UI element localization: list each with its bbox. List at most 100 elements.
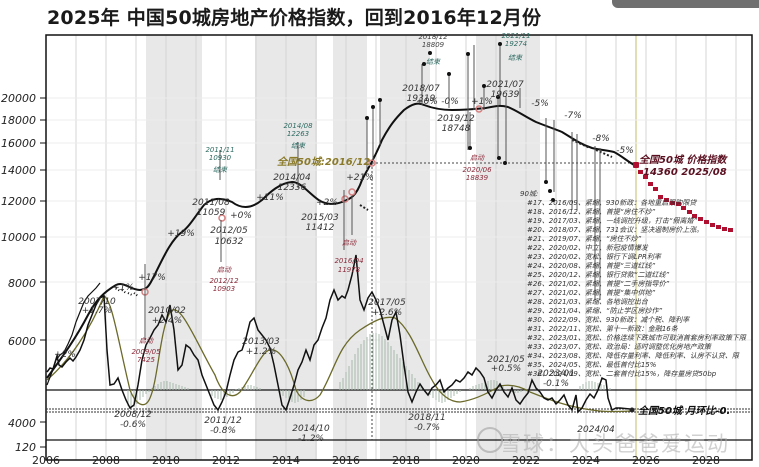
y-tick: 120 — [15, 441, 36, 454]
y-tick: 4000 — [8, 417, 36, 430]
y-tick: 16000 — [1, 137, 36, 150]
svg-text:18839: 18839 — [466, 174, 489, 182]
svg-text:2012/05: 2012/05 — [210, 226, 248, 236]
svg-text:19319: 19319 — [407, 94, 436, 104]
svg-text:+21%: +21% — [346, 173, 374, 183]
svg-text:+2.6%: +2.6% — [372, 308, 402, 318]
svg-text:-0.8%: -0.8% — [210, 426, 236, 436]
svg-text:#18、2016/12、紧缩、首提“房住不炒”: #18、2016/12、紧缩、首提“房住不炒” — [527, 208, 655, 216]
svg-text:#21、2019/07、紧缩、“房住不炒”: #21、2019/07、紧缩、“房住不炒” — [527, 235, 641, 243]
svg-text:-0%: -0% — [441, 97, 459, 107]
svg-text:2011/08: 2011/08 — [192, 198, 230, 208]
svg-text:+1.2%: +1.2% — [246, 347, 276, 357]
svg-text:2010: 2010 — [152, 454, 180, 467]
svg-text:2023/01: 2023/01 — [537, 369, 574, 379]
y-tick: 20000 — [1, 92, 36, 105]
svg-text:2018/07: 2018/07 — [402, 84, 440, 94]
svg-text:2020: 2020 — [452, 454, 480, 467]
svg-text:结束: 结束 — [426, 58, 441, 66]
y-tick: 8000 — [8, 277, 36, 290]
svg-text:2014: 2014 — [272, 454, 300, 467]
svg-text:2014/10: 2014/10 — [292, 424, 330, 434]
svg-text:结束: 结束 — [291, 142, 306, 150]
y-axis: 20000 18000 16000 14000 12000 10000 8000… — [1, 92, 36, 454]
mom-line — [46, 254, 631, 414]
svg-text:2018/12: 2018/12 — [418, 33, 448, 41]
svg-text:#20、2018/07、紧缩、731会议：坚决遏制房价上涨。: #20、2018/07、紧缩、731会议：坚决遏制房价上涨。 — [527, 226, 703, 234]
svg-text:2024/04: 2024/04 — [577, 425, 615, 435]
svg-text:启动: 启动 — [470, 154, 485, 162]
svg-text:#34、2023/08、宽松、降低存量利率、降低利率、认房不: #34、2023/08、宽松、降低存量利率、降低利率、认房不认贷、限 — [527, 352, 740, 360]
reference-label: 全国50城:2016/12 — [277, 156, 370, 168]
svg-text:+2%: +2% — [316, 198, 338, 208]
svg-text:18748: 18748 — [442, 124, 471, 134]
svg-text:2011/12: 2011/12 — [204, 416, 242, 426]
svg-text:#35、2024/05、宽松、最低首付比15%: #35、2024/05、宽松、最低首付比15% — [527, 361, 657, 369]
svg-text:10632: 10632 — [215, 237, 244, 247]
svg-text:2014/04: 2014/04 — [273, 173, 311, 183]
svg-text:+1%: +1% — [471, 97, 493, 107]
svg-text:#19、2017/03、紧缩、一线调控升级，打击“假离婚”: #19、2017/03、紧缩、一线调控升级，打击“假离婚” — [527, 217, 697, 225]
svg-text:2013/03: 2013/03 — [242, 337, 280, 347]
svg-text:2020/06: 2020/06 — [462, 166, 492, 174]
svg-text:+2.4%: +2.4% — [152, 316, 182, 326]
svg-text:2011/11: 2011/11 — [205, 146, 234, 154]
svg-text:19639: 19639 — [491, 90, 520, 100]
y-tick: 10000 — [1, 231, 36, 244]
y-tick: 14000 — [1, 164, 36, 177]
svg-text:18809: 18809 — [422, 41, 445, 49]
svg-text:#25、2020/12、紧缩、银行贷款“二道红线”: #25、2020/12、紧缩、银行贷款“二道红线” — [527, 271, 669, 279]
index-annotations: 2011/08 11059 2011/11 10930 结束 2012/05 1… — [131, 32, 530, 364]
svg-text:启动: 启动 — [342, 239, 357, 247]
svg-text:启动: 启动 — [139, 337, 154, 345]
svg-text:#36、2024/09、宽松、二套首付比15%，降存量房贷5: #36、2024/09、宽松、二套首付比15%，降存量房贷50bp — [527, 370, 717, 378]
svg-text:2008/12: 2008/12 — [114, 410, 152, 420]
svg-text:2021/07: 2021/07 — [486, 80, 524, 90]
svg-text:#22、2020/02、中立、新冠疫情爆发: #22、2020/02、中立、新冠疫情爆发 — [527, 244, 649, 252]
svg-text:2014/08: 2014/08 — [283, 122, 313, 130]
svg-text:2016: 2016 — [332, 454, 360, 467]
svg-text:2021/05: 2021/05 — [487, 355, 525, 365]
svg-text:2007/10: 2007/10 — [78, 297, 116, 307]
svg-text:#26、2021/02、紧缩、首提“二手房指导价”: #26、2021/02、紧缩、首提“二手房指导价” — [527, 280, 669, 288]
svg-text:#32、2023/01、宽松、价格连续下跌城市可取消首套房利: #32、2023/01、宽松、价格连续下跌城市可取消首套房利率政策下限 — [527, 334, 747, 342]
svg-text:2021/11: 2021/11 — [501, 32, 530, 40]
svg-text:+2%: +2% — [54, 350, 76, 360]
svg-text:10903: 10903 — [213, 285, 235, 293]
svg-text:#29、2021/04、紧缩、“防止学区房炒作”: #29、2021/04、紧缩、“防止学区房炒作” — [527, 307, 662, 315]
svg-text:2010/02: 2010/02 — [148, 306, 186, 316]
y-tick: 18000 — [1, 114, 36, 127]
svg-text:-1.2%: -1.2% — [298, 434, 324, 444]
forecast-markers — [633, 162, 733, 232]
svg-text:2024: 2024 — [572, 454, 600, 467]
svg-text:11978: 11978 — [338, 266, 361, 274]
policy-notes: 90城: #17、2016/09、紧缩、930新政：各地重启限购限贷 #18、2… — [520, 190, 747, 378]
svg-text:2009/05: 2009/05 — [131, 348, 161, 356]
growth-labels: +2% +1% +17% +19% +0% +11% +2% +21% +0% … — [54, 97, 634, 360]
svg-text:19274: 19274 — [505, 40, 527, 48]
svg-text:+17%: +17% — [138, 273, 166, 283]
svg-text:-8%: -8% — [592, 134, 610, 144]
svg-text:结束: 结束 — [508, 54, 523, 62]
svg-text:启动: 启动 — [217, 266, 232, 274]
svg-text:2012: 2012 — [212, 454, 240, 467]
svg-text:-7%: -7% — [564, 111, 582, 121]
svg-text:+1%: +1% — [112, 283, 134, 293]
mom-ma-line — [46, 295, 631, 413]
x-axis: 2006 2008 2010 2012 2014 2016 2018 2020 … — [32, 454, 720, 467]
svg-text:#24、2020/08、紧缩、首提“三道红线”: #24、2020/08、紧缩、首提“三道红线” — [527, 262, 655, 270]
svg-text:12336: 12336 — [278, 183, 307, 193]
svg-text:全国50城 价格指数: 全国50城 价格指数 — [639, 154, 728, 166]
svg-text:#27、2021/02、紧缩、首提“集中供地”: #27、2021/02、紧缩、首提“集中供地” — [527, 289, 655, 297]
chart-title: 2025年 中国50城房地产价格指数，回到2016年12月份 — [47, 7, 542, 29]
svg-text:#28、2021/03、紧缩、各地调控出台: #28、2021/03、紧缩、各地调控出台 — [527, 298, 649, 306]
window-top-bar — [612, 0, 759, 8]
svg-text:+1.7%: +1.7% — [82, 306, 112, 316]
svg-text:2016/04: 2016/04 — [334, 257, 363, 265]
svg-text:-0.1%: -0.1% — [543, 379, 569, 389]
watermark-logo-icon — [477, 427, 503, 453]
svg-text:+19%: +19% — [167, 229, 195, 239]
svg-text:11412: 11412 — [306, 223, 335, 233]
svg-text:#31、2022/11、宽松、第十一新政：金融16条: #31、2022/11、宽松、第十一新政：金融16条 — [527, 325, 679, 333]
